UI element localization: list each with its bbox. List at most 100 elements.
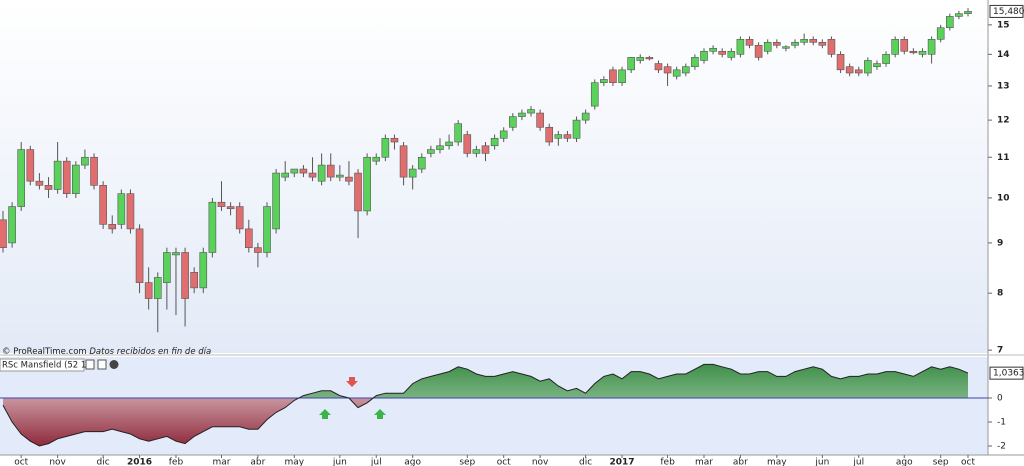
candle-body: [727, 50, 736, 58]
y-tick-label: 8: [997, 289, 1003, 299]
candle-body: [927, 39, 936, 55]
candle-body: [527, 109, 535, 114]
candle-body: [499, 130, 508, 139]
source: © ProRealTime.com Datos recibidos en fin…: [2, 347, 211, 357]
candle-body: [745, 39, 754, 46]
last-value-box: [989, 4, 1024, 18]
x-tick-label: mar: [212, 458, 230, 466]
candle-body: [381, 137, 390, 158]
candle-body: [536, 112, 544, 128]
candle-body: [117, 193, 126, 225]
y-tick-label: 10: [997, 193, 1010, 203]
candle-body: [44, 185, 53, 190]
candle-body: [144, 282, 153, 299]
candle-body: [463, 134, 472, 154]
candle-body: [126, 193, 135, 230]
y-tick-label: 14: [997, 50, 1010, 60]
x-tick-label: ago: [896, 458, 913, 466]
negative-area: [3, 398, 968, 446]
candle-body: [436, 145, 444, 150]
candle-body: [472, 149, 481, 154]
y-tick-label: -1: [997, 418, 1006, 428]
candle-body: [663, 66, 672, 74]
candle-body: [800, 39, 808, 43]
candle-body: [190, 272, 198, 289]
candle-body: [936, 27, 945, 40]
candle-body: [627, 57, 635, 71]
candle-body: [636, 57, 645, 61]
candle-body: [691, 57, 699, 67]
candle-body: [172, 252, 180, 256]
candle-body: [226, 206, 235, 210]
candle-body: [882, 54, 890, 64]
candle-body: [445, 141, 453, 147]
candle-body: [26, 149, 35, 182]
candle-body: [945, 16, 954, 29]
candle-body: [572, 119, 581, 139]
source-text: © ProRealTime.com: [2, 347, 87, 357]
x-tick-label: jun: [814, 458, 829, 466]
x-tick-label: may: [285, 458, 305, 466]
y-tick-label: 9: [997, 238, 1003, 248]
candle-body: [545, 126, 554, 143]
candle-body: [135, 228, 144, 283]
candle-body: [281, 172, 290, 178]
candle-body: [263, 206, 271, 253]
candle-body: [736, 39, 745, 55]
candle-body: [408, 168, 417, 178]
candle-body: [181, 252, 189, 299]
candle-body: [609, 69, 617, 83]
indicator-title: RSc Mansfield (52 10): [2, 361, 95, 371]
candle-body: [563, 134, 572, 139]
candle-body: [909, 50, 918, 54]
price-panel: [0, 0, 988, 353]
x-tick-label: ago: [404, 458, 421, 466]
candle-body: [590, 82, 599, 107]
candle-body: [53, 160, 62, 190]
candle-body: [918, 50, 927, 55]
candle-body: [791, 41, 799, 46]
indicator-line: [2, 363, 969, 447]
x-tick-label: sep: [459, 458, 475, 466]
y-tick-label: 7: [997, 346, 1003, 356]
candle-body: [62, 160, 71, 194]
candle-body: [336, 174, 344, 178]
candle-body: [654, 63, 663, 71]
candle-body: [199, 252, 208, 289]
window-icon[interactable]: [97, 359, 107, 370]
candle-body: [509, 116, 517, 128]
x-tick-label: 2016: [127, 458, 152, 466]
candle-body: [345, 176, 353, 182]
candle-body: [72, 164, 80, 194]
candle-body: [354, 172, 362, 212]
buy-arrow: [374, 409, 386, 419]
candle-body: [290, 168, 299, 174]
x-tick-label: oct: [14, 458, 28, 466]
x-tick-label: mar: [695, 458, 713, 466]
x-tick-label: abr: [250, 458, 265, 466]
candle-body: [0, 219, 7, 248]
x-tick-label: dic: [97, 458, 110, 466]
close-icon[interactable]: [109, 360, 119, 369]
x-tick-label: jul: [852, 458, 864, 466]
y-tick-label: 13: [997, 81, 1010, 91]
settings-icon[interactable]: [85, 359, 95, 370]
candle-body: [681, 66, 690, 74]
y-tick-label: -2: [997, 442, 1006, 452]
x-tick-label: abr: [733, 458, 748, 466]
candle-body: [308, 172, 317, 178]
candle-body: [108, 224, 117, 230]
x-tick-label: feb: [169, 458, 184, 466]
candle-body: [235, 206, 244, 230]
candle-body: [709, 47, 717, 52]
candle-body: [99, 185, 107, 225]
candle-body: [700, 50, 708, 61]
candle-body: [955, 13, 963, 17]
last-value-box: [989, 366, 1024, 380]
y-tick-label: 15: [997, 20, 1010, 30]
candle-body: [153, 277, 162, 299]
candle-body: [208, 201, 217, 253]
candle-body: [317, 164, 326, 182]
candle-body: [900, 39, 909, 52]
candle-body: [245, 228, 253, 248]
